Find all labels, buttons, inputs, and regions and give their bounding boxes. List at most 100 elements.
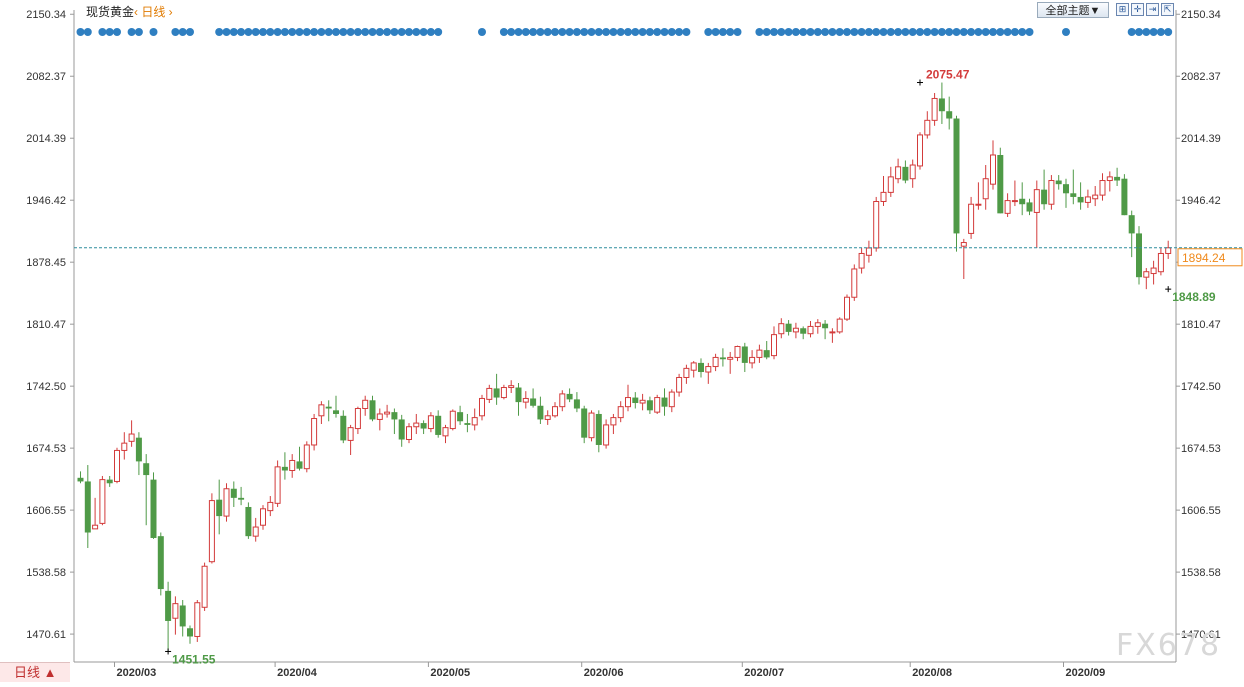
candle-body	[1004, 200, 1011, 214]
candle-body	[800, 328, 807, 334]
candle-body	[756, 349, 763, 358]
candle-body	[1143, 271, 1150, 278]
candle-body	[457, 412, 464, 422]
candle-body	[92, 524, 99, 530]
period-selector[interactable]: ‹ 日线 ›	[134, 5, 173, 19]
candle-body	[588, 412, 595, 439]
zoom-fit-icon[interactable]: ⊞	[1116, 3, 1129, 16]
y-tick-label: 2082.37	[1181, 71, 1221, 83]
event-dot	[113, 28, 121, 36]
candle-body	[252, 526, 259, 537]
event-dot	[361, 28, 370, 36]
candle-body	[311, 418, 318, 446]
event-dot	[821, 28, 830, 36]
candle-body	[1084, 196, 1091, 203]
candle-body	[333, 410, 339, 414]
instrument-name: 现货黄金	[86, 5, 135, 19]
candle-body	[84, 481, 91, 533]
candle-body	[625, 397, 631, 408]
event-dot	[894, 28, 903, 36]
y-tick-label: 1878.45	[26, 257, 66, 269]
event-dot	[332, 28, 340, 36]
event-dot	[558, 28, 567, 36]
go-end-icon[interactable]: ⇥	[1146, 3, 1159, 16]
candle-body	[1099, 180, 1106, 196]
event-dot	[923, 28, 932, 36]
candle-body	[435, 415, 442, 435]
candle-body	[274, 466, 281, 504]
candle-body	[508, 385, 515, 389]
y-tick-label: 1674.53	[1181, 443, 1221, 455]
event-dot	[310, 28, 319, 36]
event-dots	[76, 28, 1173, 36]
event-dot	[1164, 28, 1173, 36]
x-tick-label: 2020/05	[430, 667, 470, 679]
event-dot	[624, 28, 632, 36]
candle-body	[690, 362, 697, 371]
candle-body	[406, 426, 412, 440]
candle-body	[77, 477, 84, 482]
event-dot	[645, 28, 654, 36]
x-axis: 2020/03 2020/04 2020/05 2020/06 2020/07 2020/…	[74, 661, 1176, 679]
event-dot	[215, 28, 224, 36]
candle-body	[522, 397, 529, 403]
event-dot	[499, 28, 508, 36]
candle-body	[1048, 180, 1055, 205]
instrument-title: 现货黄金‹ 日线 ›	[86, 3, 173, 20]
theme-dropdown-button[interactable]: 全部主题▼	[1037, 2, 1109, 18]
event-dot	[791, 28, 800, 36]
event-dot	[908, 28, 917, 36]
event-dot	[660, 28, 669, 36]
expand-icon[interactable]: ⇱	[1161, 3, 1174, 16]
event-dot	[405, 28, 413, 36]
event-dot	[770, 28, 778, 36]
event-dot	[835, 28, 844, 36]
event-dot	[872, 28, 881, 36]
candle-body	[873, 200, 880, 249]
candle-body	[427, 415, 434, 430]
candle-body	[143, 463, 150, 476]
current-price-tag	[1177, 248, 1243, 267]
candle-body	[632, 397, 639, 404]
candle-body	[354, 407, 361, 430]
candle-body	[413, 422, 420, 428]
candle-body	[771, 334, 777, 357]
event-dot	[996, 28, 1005, 36]
candle-body	[1121, 178, 1128, 216]
event-dot	[1142, 28, 1151, 36]
candle-body	[836, 318, 843, 333]
y-tick-label: 1674.53	[26, 443, 66, 455]
event-dot	[989, 28, 997, 36]
candle-body	[194, 602, 201, 637]
event-dot	[974, 28, 983, 36]
event-dot	[886, 28, 895, 36]
candle-body	[296, 461, 303, 469]
candle-body	[99, 479, 106, 524]
event-dot	[543, 28, 552, 36]
bottom-period-button[interactable]: 日线 ▲	[0, 662, 70, 682]
candle-body	[486, 387, 493, 400]
crosshair-icon[interactable]: ✛	[1131, 3, 1144, 16]
candle-body	[245, 506, 252, 537]
candle-body	[975, 203, 982, 206]
candle-body	[150, 479, 157, 538]
event-dot	[1018, 28, 1027, 36]
event-dot	[280, 28, 289, 36]
event-dot	[412, 28, 421, 36]
candle-body	[1011, 200, 1018, 203]
candle-body	[216, 499, 223, 517]
candle-body	[559, 393, 566, 408]
event-dot	[594, 28, 603, 36]
y-tick-label: 1946.42	[1181, 195, 1221, 207]
candle-body	[238, 497, 245, 500]
event-dot	[777, 28, 786, 36]
y-tick-label: 2150.34	[26, 9, 66, 21]
candle-body	[865, 247, 872, 256]
candle-body	[544, 415, 551, 420]
candle-body	[165, 590, 172, 621]
candle-body	[464, 423, 471, 425]
candle-body	[500, 387, 507, 399]
candle-body	[223, 488, 230, 517]
